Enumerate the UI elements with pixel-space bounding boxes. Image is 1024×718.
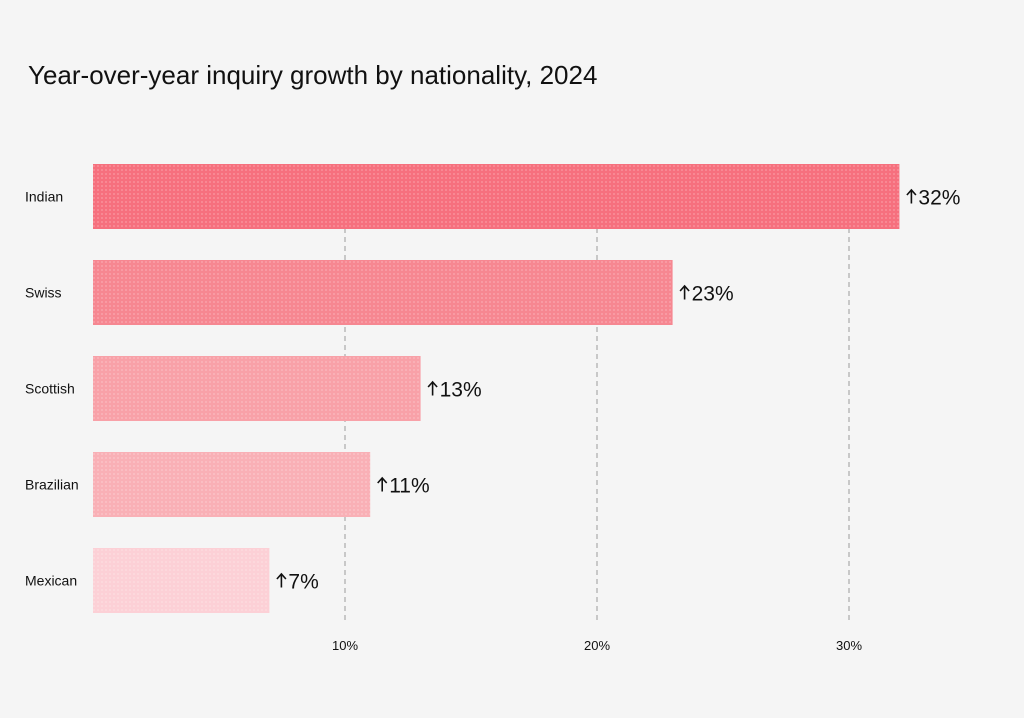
bar-texture [93, 260, 673, 325]
value-label: 32% [918, 187, 960, 210]
up-arrow-icon [906, 188, 917, 204]
value-label: 11% [389, 475, 429, 498]
x-tick-label: 10% [332, 638, 358, 653]
up-arrow-icon [679, 284, 690, 300]
category-label: Brazilian [25, 477, 79, 493]
up-arrow-icon [427, 380, 438, 396]
bars [93, 164, 900, 613]
bar-texture [93, 356, 421, 421]
bar-texture [93, 452, 371, 517]
chart-title: Year-over-year inquiry growth by nationa… [28, 60, 597, 90]
bar-texture [93, 548, 270, 613]
value-label: 7% [288, 571, 318, 594]
category-label: Mexican [25, 573, 77, 589]
bar-texture [93, 164, 900, 229]
value-label: 23% [692, 283, 734, 306]
category-label: Scottish [25, 381, 75, 397]
category-label: Indian [25, 189, 63, 205]
x-tick-label: 30% [836, 638, 862, 653]
up-arrow-icon [377, 476, 388, 492]
up-arrow-icon [276, 572, 287, 588]
category-label: Swiss [25, 285, 62, 301]
value-label: 13% [440, 379, 482, 402]
labels: 10% 20% 30% Indian 32% Swiss 23% Scottish 13% Bra… [25, 187, 960, 654]
x-tick-label: 20% [584, 638, 610, 653]
